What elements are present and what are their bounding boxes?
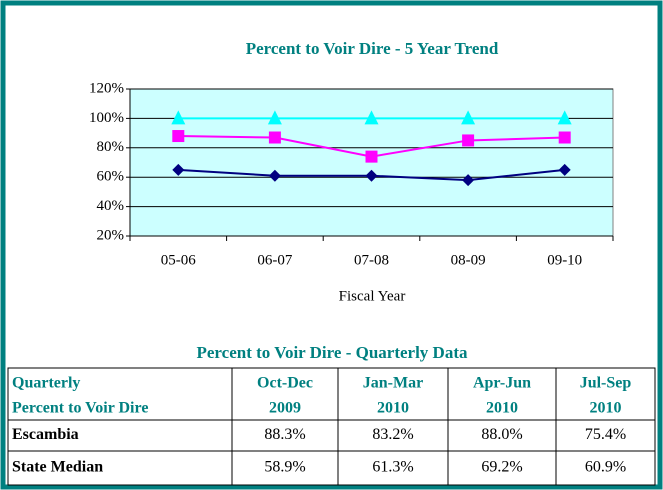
- y-tick-label: 120%: [89, 80, 124, 96]
- header-cell: 2010: [486, 400, 518, 417]
- table-border: [7, 367, 656, 486]
- header-cell: Quarterly: [12, 375, 80, 392]
- cell: 61.3%: [372, 459, 413, 476]
- x-tick-label: 08-09: [451, 252, 486, 268]
- header-cell: 2010: [590, 400, 622, 417]
- y-tick-label: 100%: [89, 110, 124, 126]
- marker: [462, 134, 475, 147]
- x-tick-label: 05-06: [161, 252, 196, 268]
- cell: 88.3%: [264, 426, 305, 443]
- cell: 88.0%: [481, 426, 522, 443]
- cell: 75.4%: [585, 426, 626, 443]
- table-title: Percent to Voir Dire - Quarterly Data: [197, 343, 468, 362]
- marker: [172, 163, 185, 176]
- cell: 83.2%: [372, 426, 413, 443]
- header-cell: Apr-Jun: [473, 375, 531, 392]
- marker: [461, 110, 476, 125]
- y-tick-label: 40%: [97, 198, 125, 214]
- marker: [365, 150, 378, 163]
- row-label: Escambia: [12, 426, 79, 443]
- header-cell: Oct-Dec: [257, 375, 313, 392]
- marker: [172, 130, 185, 143]
- header-cell: Percent to Voir Dire: [12, 400, 148, 417]
- x-tick-label: 09-10: [547, 252, 582, 268]
- x-axis-label: Fiscal Year: [339, 288, 406, 304]
- x-tick-label: 06-07: [257, 252, 292, 268]
- marker: [364, 110, 379, 125]
- x-tick-label: 07-08: [354, 252, 389, 268]
- cell: 58.9%: [264, 459, 305, 476]
- marker: [267, 110, 282, 125]
- chart-title: Percent to Voir Dire - 5 Year Trend: [246, 39, 499, 58]
- marker: [557, 110, 572, 125]
- marker: [365, 169, 378, 182]
- cell: 60.9%: [585, 459, 626, 476]
- header-cell: 2009: [269, 400, 301, 417]
- marker: [268, 169, 281, 182]
- marker: [462, 174, 475, 187]
- cell: 69.2%: [481, 459, 522, 476]
- header-cell: Jan-Mar: [363, 375, 423, 392]
- marker: [558, 163, 571, 176]
- row-label: State Median: [12, 459, 103, 476]
- y-tick-label: 20%: [97, 227, 125, 243]
- marker: [558, 131, 571, 144]
- header-cell: Jul-Sep: [580, 375, 632, 392]
- y-tick-label: 60%: [97, 169, 125, 185]
- header-cell: 2010: [377, 400, 409, 417]
- marker: [268, 131, 281, 144]
- y-tick-label: 80%: [97, 139, 125, 155]
- marker: [171, 110, 186, 125]
